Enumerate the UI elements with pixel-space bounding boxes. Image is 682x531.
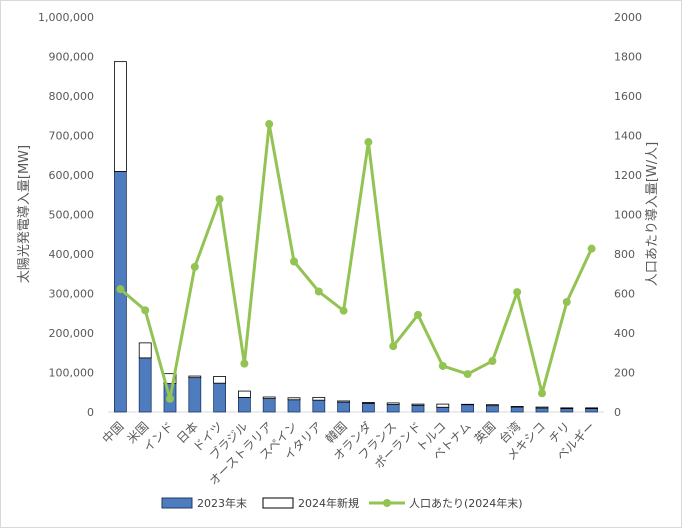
per-capita-point: [240, 360, 248, 368]
category-label: 英国: [472, 419, 499, 446]
per-capita-line: [120, 124, 591, 399]
per-capita-point: [265, 120, 273, 128]
y-left-tick-label: 1,000,000: [38, 11, 94, 24]
bar-2023: [387, 404, 399, 412]
per-capita-point: [464, 370, 472, 378]
bar-2024-new: [313, 397, 325, 400]
legend-label-per-capita: 人口あたり(2024年末): [409, 496, 523, 510]
y-right-tick-label: 400: [614, 327, 635, 340]
bar-2024-new: [586, 408, 598, 409]
bar-2024-new: [338, 401, 350, 402]
y-right-tick-label: 200: [614, 367, 635, 380]
y-left-axis-title: 太陽光発電導入量[MW]: [17, 145, 32, 283]
bar-2024-new: [238, 391, 250, 397]
bar-2024-new: [536, 407, 548, 408]
per-capita-point: [166, 395, 174, 403]
bar-2023: [536, 408, 548, 412]
bar-2023: [338, 402, 350, 412]
y-right-axis-title: 人口あたり導入量[W/人]: [645, 142, 660, 286]
category-labels: 中国米国インド日本ドイツブラジルオーストラリアスペインイタリア韓国オランダフラン…: [99, 419, 598, 489]
y-left-tick-label: 400,000: [49, 248, 95, 261]
y-left-tick-label: 700,000: [49, 130, 95, 143]
category-label: 中国: [99, 419, 127, 447]
bar-2024-new: [214, 376, 226, 383]
per-capita-point: [216, 195, 224, 203]
bar-2024-new: [189, 376, 201, 378]
per-capita-point: [513, 288, 521, 296]
per-capita-point: [315, 288, 323, 296]
y-right-tick-label: 0: [614, 406, 621, 419]
line-series: [116, 120, 595, 403]
bar-2024-new: [437, 404, 449, 407]
y-right-tick-label: 1000: [614, 209, 642, 222]
per-capita-point: [290, 258, 298, 266]
per-capita-point: [116, 285, 124, 293]
bar-2023: [263, 399, 275, 412]
bar-2024-new: [561, 408, 573, 409]
bar-2024-new: [486, 405, 498, 406]
bar-2023: [486, 406, 498, 412]
per-capita-point: [439, 362, 447, 370]
per-capita-point: [141, 306, 149, 314]
y-right-tick-label: 1200: [614, 169, 642, 182]
y-right-tick-label: 2000: [614, 11, 642, 24]
y-left-tick-label: 900,000: [49, 51, 95, 64]
bar-2023: [139, 358, 151, 412]
y-left-tick-labels: 0 100,000 200,000 300,000 400,000 500,000 600,…: [38, 11, 94, 419]
y-left-tick-label: 500,000: [49, 209, 95, 222]
bar-2023: [189, 378, 201, 412]
per-capita-point: [538, 389, 546, 397]
y-right-tick-label: 800: [614, 248, 635, 261]
bar-2023: [362, 403, 374, 412]
y-right-tick-label: 600: [614, 288, 635, 301]
y-left-tick-label: 0: [87, 406, 94, 419]
bar-2023: [214, 383, 226, 412]
per-capita-point: [389, 342, 397, 350]
per-capita-point: [563, 298, 571, 306]
per-capita-point: [414, 311, 422, 319]
bars: [114, 62, 597, 412]
legend-label-2024: 2024年新規: [298, 496, 359, 510]
bar-2023: [412, 405, 424, 412]
y-right-tick-label: 1800: [614, 51, 642, 64]
bar-2024-new: [511, 406, 523, 407]
per-capita-point: [488, 357, 496, 365]
bar-2024-new: [387, 403, 399, 405]
bar-2024-new: [263, 397, 275, 399]
y-right-tick-label: 1600: [614, 90, 642, 103]
bar-2023: [561, 409, 573, 412]
bar-2023: [313, 400, 325, 412]
legend-swatch-2024: [263, 498, 293, 508]
per-capita-point: [340, 307, 348, 315]
bar-2024-new: [114, 62, 126, 172]
bar-2023: [586, 409, 598, 412]
legend-swatch-2023: [162, 498, 192, 508]
y-left-tick-label: 100,000: [49, 367, 95, 380]
bar-2024-new: [288, 398, 300, 400]
y-left-tick-label: 300,000: [49, 288, 95, 301]
bar-2023: [238, 397, 250, 412]
bar-2023: [462, 405, 474, 412]
bar-2023: [288, 400, 300, 412]
bar-2024-new: [139, 343, 151, 358]
bar-2023: [437, 407, 449, 412]
bar-2024-new: [412, 404, 424, 405]
per-capita-point: [364, 138, 372, 146]
bar-2024-new: [362, 403, 374, 404]
legend-label-2023: 2023年末: [197, 496, 247, 510]
y-left-tick-label: 200,000: [49, 327, 95, 340]
per-capita-point: [588, 245, 596, 253]
legend-marker-per-capita: [383, 499, 391, 507]
y-right-tick-label: 1400: [614, 130, 642, 143]
y-left-tick-label: 800,000: [49, 90, 95, 103]
y-right-tick-labels: 0 200 400 600 800 1000 1200 1400 1600 1800 2000: [614, 11, 642, 419]
y-left-tick-label: 600,000: [49, 169, 95, 182]
per-capita-point: [191, 263, 199, 271]
legend: 2023年末 2024年新規 人口あたり(2024年末): [162, 496, 523, 510]
bar-2023: [511, 407, 523, 412]
